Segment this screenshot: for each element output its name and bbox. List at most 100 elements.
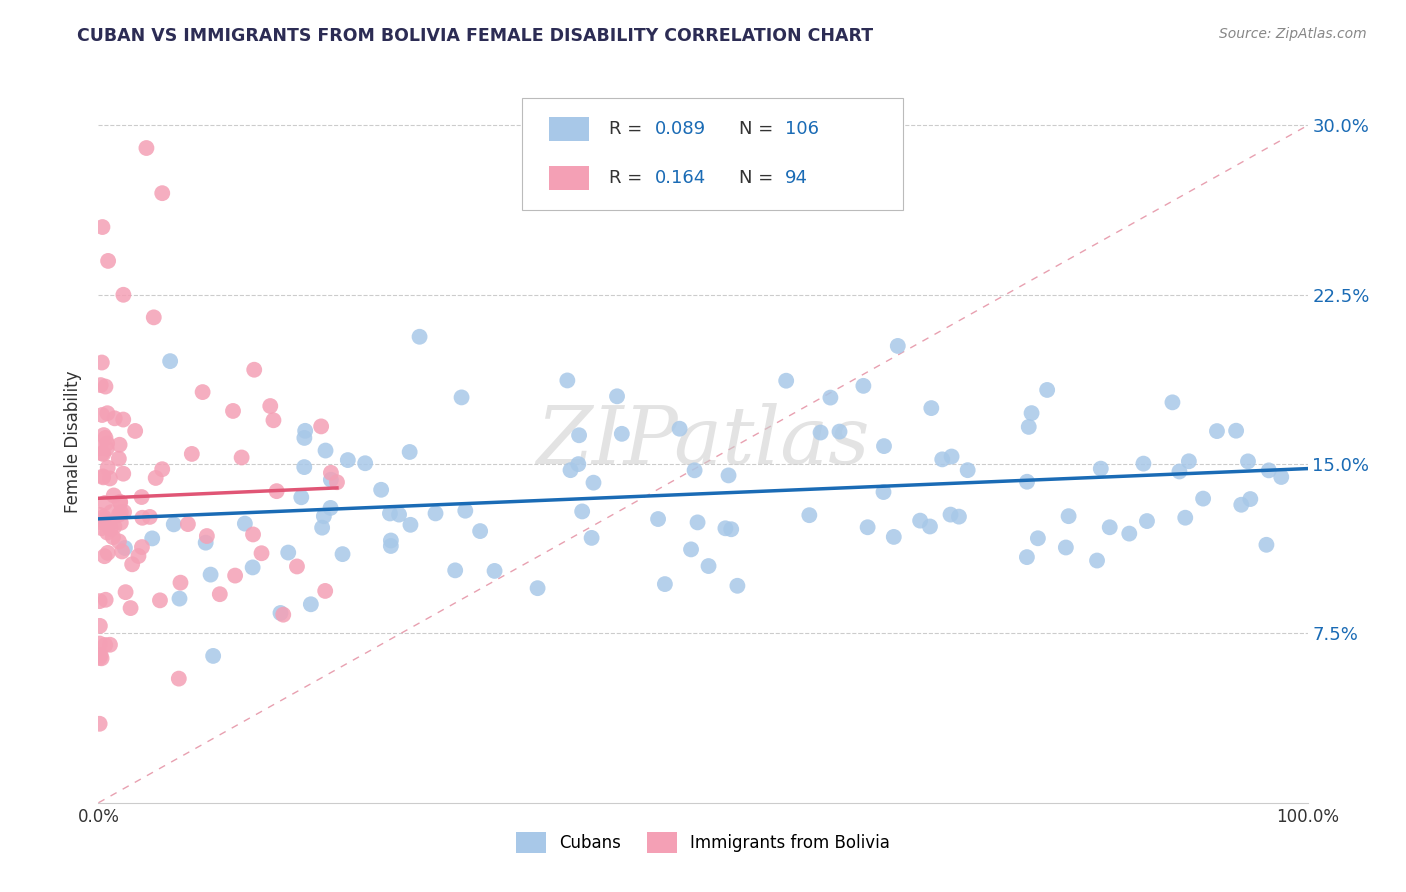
Point bbox=[1118, 526, 1140, 541]
Point bbox=[103, 488, 125, 502]
Point bbox=[956, 463, 979, 477]
Point bbox=[568, 428, 591, 442]
Point bbox=[135, 141, 157, 155]
Point bbox=[233, 516, 256, 531]
Point bbox=[114, 541, 136, 555]
Text: ZIPatlas: ZIPatlas bbox=[536, 403, 870, 480]
Point bbox=[1090, 461, 1112, 475]
Point bbox=[450, 391, 472, 405]
Point bbox=[1178, 454, 1201, 468]
Text: 0.164: 0.164 bbox=[655, 169, 706, 186]
Point bbox=[112, 467, 135, 481]
Point bbox=[920, 401, 942, 416]
Point bbox=[1018, 420, 1040, 434]
Point bbox=[852, 379, 875, 393]
Point bbox=[163, 517, 186, 532]
Point bbox=[150, 462, 173, 476]
Point bbox=[1230, 498, 1253, 512]
Text: N =: N = bbox=[740, 169, 779, 186]
Point bbox=[810, 425, 832, 440]
Point bbox=[1021, 406, 1043, 420]
Point bbox=[96, 436, 118, 450]
Point bbox=[262, 413, 284, 427]
Point bbox=[131, 490, 153, 504]
Point bbox=[887, 339, 910, 353]
Point bbox=[872, 485, 894, 500]
Point bbox=[108, 495, 131, 509]
Point bbox=[820, 391, 842, 405]
Point bbox=[941, 450, 963, 464]
Point bbox=[683, 463, 706, 477]
Point bbox=[131, 540, 153, 554]
Point bbox=[398, 445, 420, 459]
Point bbox=[108, 508, 131, 522]
Point bbox=[127, 549, 149, 563]
Point bbox=[93, 510, 115, 524]
Point bbox=[454, 504, 477, 518]
Point bbox=[91, 446, 114, 460]
Point bbox=[111, 544, 134, 558]
Point bbox=[277, 545, 299, 559]
Point bbox=[90, 521, 112, 535]
Point bbox=[1026, 531, 1049, 545]
Text: CUBAN VS IMMIGRANTS FROM BOLIVIA FEMALE DISABILITY CORRELATION CHART: CUBAN VS IMMIGRANTS FROM BOLIVIA FEMALE … bbox=[77, 27, 873, 45]
Point bbox=[606, 389, 628, 403]
Point bbox=[380, 533, 402, 548]
Point bbox=[222, 404, 245, 418]
Point bbox=[89, 636, 111, 650]
Point bbox=[89, 441, 111, 455]
Point bbox=[1206, 424, 1229, 438]
Point bbox=[98, 471, 121, 485]
Point bbox=[104, 411, 127, 425]
Point bbox=[91, 469, 114, 483]
Point bbox=[883, 530, 905, 544]
Point bbox=[582, 475, 605, 490]
Point bbox=[285, 559, 308, 574]
Point bbox=[89, 594, 111, 608]
Point bbox=[100, 522, 122, 536]
Point bbox=[90, 651, 112, 665]
Point bbox=[354, 456, 377, 470]
Point bbox=[271, 607, 294, 622]
Point bbox=[1192, 491, 1215, 506]
Point bbox=[90, 355, 112, 369]
Point bbox=[1225, 424, 1247, 438]
Point bbox=[828, 425, 851, 439]
Y-axis label: Female Disability: Female Disability bbox=[65, 370, 83, 513]
Point bbox=[91, 470, 114, 484]
Point bbox=[121, 558, 143, 572]
Point bbox=[581, 531, 603, 545]
Point bbox=[112, 412, 135, 426]
FancyBboxPatch shape bbox=[550, 118, 589, 141]
Point bbox=[939, 508, 962, 522]
Point bbox=[96, 442, 118, 456]
Point bbox=[725, 579, 748, 593]
Point bbox=[180, 447, 202, 461]
Point bbox=[908, 514, 931, 528]
Point bbox=[312, 509, 335, 524]
Point bbox=[120, 601, 142, 615]
Point bbox=[311, 521, 333, 535]
Point bbox=[194, 535, 217, 549]
Point bbox=[89, 716, 111, 731]
Point bbox=[169, 591, 191, 606]
FancyBboxPatch shape bbox=[550, 166, 589, 190]
Point bbox=[326, 475, 349, 490]
Point bbox=[1015, 475, 1038, 489]
Point bbox=[1237, 454, 1260, 468]
Point bbox=[679, 542, 702, 557]
Point bbox=[224, 568, 246, 582]
Point bbox=[332, 547, 354, 561]
Point bbox=[1036, 383, 1059, 397]
Point bbox=[103, 519, 125, 533]
Point bbox=[1098, 520, 1121, 534]
Point bbox=[94, 592, 117, 607]
Point bbox=[918, 519, 941, 533]
Point bbox=[309, 419, 332, 434]
Point bbox=[200, 567, 222, 582]
Point bbox=[98, 638, 121, 652]
Point bbox=[94, 638, 117, 652]
Point bbox=[468, 524, 491, 538]
Point bbox=[142, 310, 165, 325]
Point bbox=[149, 593, 172, 607]
